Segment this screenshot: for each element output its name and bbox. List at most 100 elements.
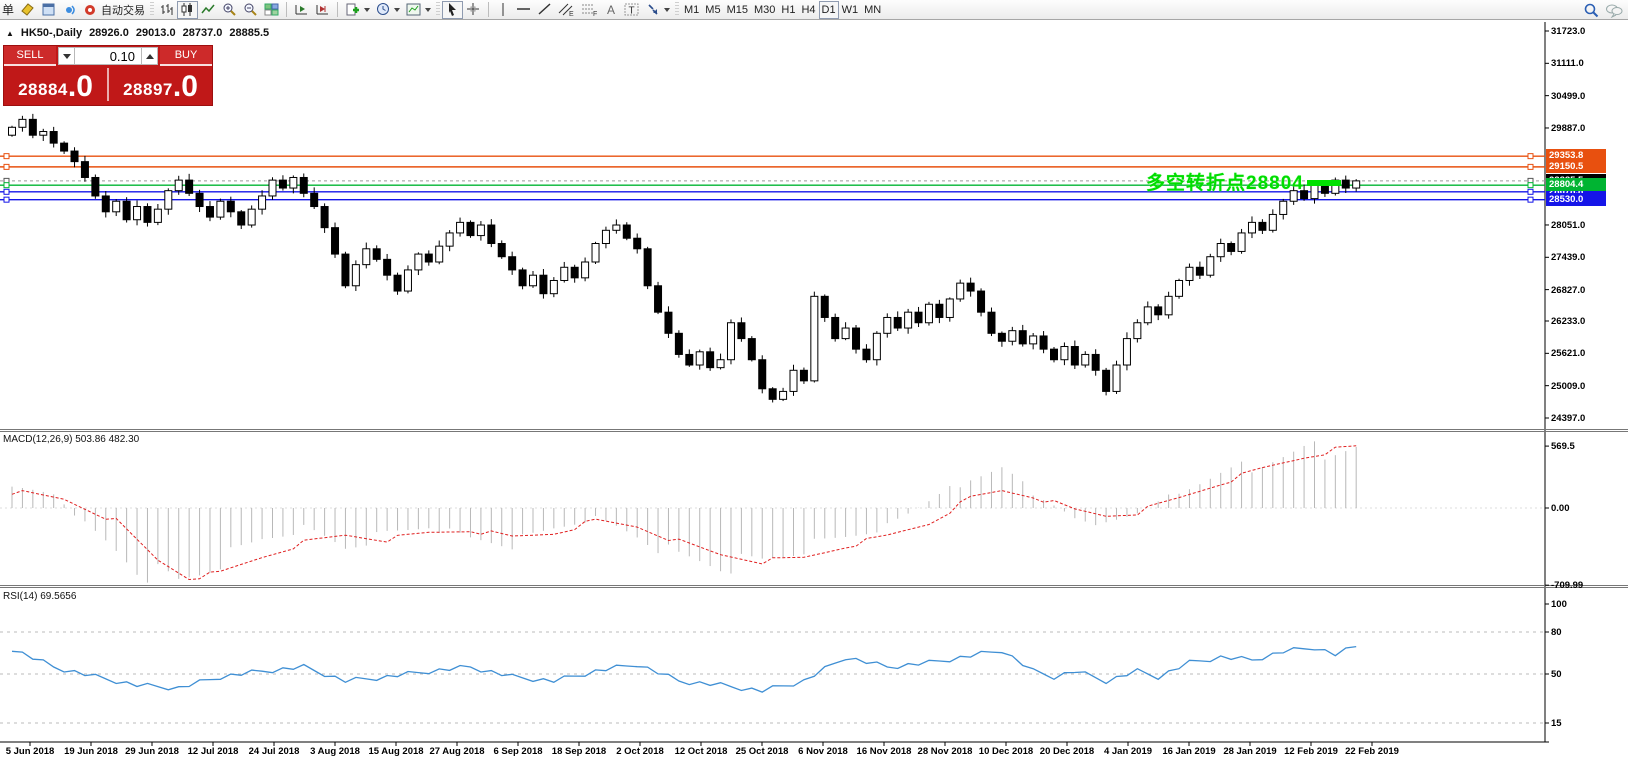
fibonacci-icon: F bbox=[582, 4, 597, 17]
window-icon bbox=[42, 3, 55, 16]
channel-tool-button[interactable]: E bbox=[555, 1, 578, 19]
text-tool-button[interactable]: A bbox=[601, 1, 621, 19]
date-tick-label: 25 Oct 2018 bbox=[735, 746, 789, 757]
timeframe-h1-button[interactable]: H1 bbox=[778, 1, 798, 19]
timeframe-w1-button[interactable]: W1 bbox=[839, 1, 862, 19]
price-level-label[interactable]: 29150.5 bbox=[1546, 159, 1606, 173]
dropdown-caret-icon bbox=[425, 7, 432, 12]
timeframe-mn-button[interactable]: MN bbox=[861, 1, 884, 19]
crosshair-icon bbox=[467, 3, 480, 15]
tile-windows-button[interactable] bbox=[261, 1, 282, 19]
vertical-line-tool-button[interactable] bbox=[493, 1, 513, 19]
date-tick-label: 15 Aug 2018 bbox=[368, 746, 424, 757]
price-tick-label: 30499.0 bbox=[1551, 90, 1586, 102]
horizontal-line-tool-button[interactable] bbox=[513, 1, 534, 19]
signals-button[interactable] bbox=[59, 1, 80, 19]
chart-shift-button[interactable] bbox=[291, 1, 312, 19]
price-level-label[interactable]: 28530.0 bbox=[1546, 192, 1606, 206]
timeframe-m5-button[interactable]: M5 bbox=[702, 1, 723, 19]
chat-button[interactable] bbox=[1602, 1, 1626, 19]
date-tick-label: 12 Oct 2018 bbox=[674, 746, 728, 757]
date-tick-label: 29 Jun 2018 bbox=[125, 746, 179, 757]
crosshair-tool-button[interactable] bbox=[463, 1, 484, 19]
svg-text:T: T bbox=[629, 6, 635, 17]
volume-input[interactable]: 0.10 bbox=[75, 47, 141, 65]
date-tick-label: 2 Oct 2018 bbox=[616, 746, 664, 757]
date-tick-label: 3 Aug 2018 bbox=[310, 746, 360, 757]
trendline-tool-button[interactable] bbox=[534, 1, 555, 19]
dropdown-caret-icon bbox=[664, 7, 671, 12]
price-tick-label: 28051.0 bbox=[1551, 219, 1586, 231]
line-chart-button[interactable] bbox=[198, 1, 219, 19]
cursor-tool-button[interactable] bbox=[442, 0, 464, 19]
zoom-in-icon bbox=[223, 3, 236, 16]
candlestick-chart-button[interactable] bbox=[177, 0, 199, 19]
bar-chart-icon bbox=[161, 4, 173, 15]
search-button[interactable] bbox=[1580, 1, 1602, 19]
arrows-icon bbox=[648, 4, 658, 15]
templates-button[interactable] bbox=[342, 1, 373, 19]
price-tick-label: 29887.0 bbox=[1551, 122, 1586, 134]
volume-increase-button[interactable] bbox=[141, 47, 158, 65]
date-tick-label: 28 Nov 2018 bbox=[917, 746, 973, 757]
autotrading-label: 自动交易 bbox=[101, 4, 146, 17]
indicators-icon bbox=[406, 3, 421, 16]
label-tool-button[interactable]: T bbox=[621, 1, 643, 19]
price-tick-label: 27439.0 bbox=[1551, 252, 1586, 264]
indicators-button[interactable] bbox=[403, 1, 434, 19]
arrows-tool-button[interactable] bbox=[643, 1, 673, 19]
timeframe-m30-button[interactable]: M30 bbox=[751, 1, 778, 19]
price-tick-label: 26233.0 bbox=[1551, 316, 1586, 327]
auto-scroll-button[interactable] bbox=[312, 1, 333, 19]
volume-decrease-button[interactable] bbox=[58, 47, 75, 65]
date-tick-label: 22 Feb 2019 bbox=[1345, 746, 1399, 757]
chart-window: ▲ HK50-,Daily 28926.0 29013.0 28737.0 28… bbox=[0, 20, 1628, 769]
main-toolbar: 单 自动交易 bbox=[0, 0, 1628, 20]
timeframe-m1-button[interactable]: M1 bbox=[681, 1, 702, 19]
chat-icon bbox=[1606, 4, 1623, 18]
pivot-annotation-text[interactable]: 多空转折点28804 bbox=[1146, 173, 1304, 194]
timeframe-m15-button[interactable]: M15 bbox=[724, 1, 751, 19]
template-icon bbox=[346, 3, 360, 16]
chart-canvas[interactable] bbox=[0, 20, 1628, 769]
price-level-label[interactable]: 28804.4 bbox=[1546, 178, 1606, 192]
dropdown-caret-icon bbox=[364, 7, 371, 12]
date-tick-label: 12 Jul 2018 bbox=[187, 746, 239, 757]
trendline-icon bbox=[538, 3, 551, 15]
collapse-icon[interactable]: ▲ bbox=[6, 28, 14, 38]
cursor-icon bbox=[449, 3, 457, 16]
chart-shift-icon bbox=[295, 5, 308, 15]
date-tick-label: 18 Sep 2018 bbox=[551, 746, 607, 757]
ohlc-low: 28737.0 bbox=[182, 27, 223, 39]
rsi-label: RSI(14) 69.5656 bbox=[3, 591, 77, 602]
autotrading-button[interactable]: 自动交易 bbox=[80, 1, 148, 19]
volume-spinner: 0.10 bbox=[58, 47, 158, 65]
toolbar-separator bbox=[286, 2, 288, 17]
market-watch-button[interactable] bbox=[38, 1, 59, 19]
price-level-label[interactable]: 29353.8 bbox=[1546, 149, 1606, 163]
date-tick-label: 28 Jan 2019 bbox=[1223, 746, 1277, 757]
rsi-tick-label: 15 bbox=[1551, 718, 1562, 729]
zoom-in-button[interactable] bbox=[219, 1, 240, 19]
bar-chart-button[interactable] bbox=[156, 1, 177, 19]
label-tool-icon: T bbox=[624, 3, 639, 17]
sell-button[interactable]: SELL bbox=[4, 46, 56, 66]
zoom-out-button[interactable] bbox=[240, 1, 261, 19]
line-chart-icon bbox=[201, 4, 215, 14]
timeframe-d1-button[interactable]: D1 bbox=[818, 0, 839, 19]
chart-title: ▲ HK50-,Daily 28926.0 29013.0 28737.0 28… bbox=[6, 27, 269, 39]
new-order-button[interactable] bbox=[17, 1, 38, 19]
sell-price[interactable]: 28884 .0 bbox=[18, 70, 93, 103]
price-tick-label: 24397.0 bbox=[1551, 412, 1586, 424]
vertical-line-icon bbox=[502, 3, 504, 16]
buy-price[interactable]: 28897 .0 bbox=[123, 70, 198, 103]
buy-button[interactable]: BUY bbox=[160, 46, 212, 66]
signal-icon bbox=[66, 5, 75, 15]
date-tick-label: 6 Sep 2018 bbox=[493, 746, 543, 757]
fibonacci-tool-button[interactable]: F bbox=[578, 1, 601, 19]
menu-text[interactable]: 单 bbox=[2, 3, 15, 17]
date-tick-label: 19 Jun 2018 bbox=[64, 746, 118, 757]
date-tick-label: 16 Nov 2018 bbox=[856, 746, 912, 757]
timeframe-h4-button[interactable]: H4 bbox=[798, 1, 818, 19]
period-button[interactable] bbox=[373, 1, 403, 19]
